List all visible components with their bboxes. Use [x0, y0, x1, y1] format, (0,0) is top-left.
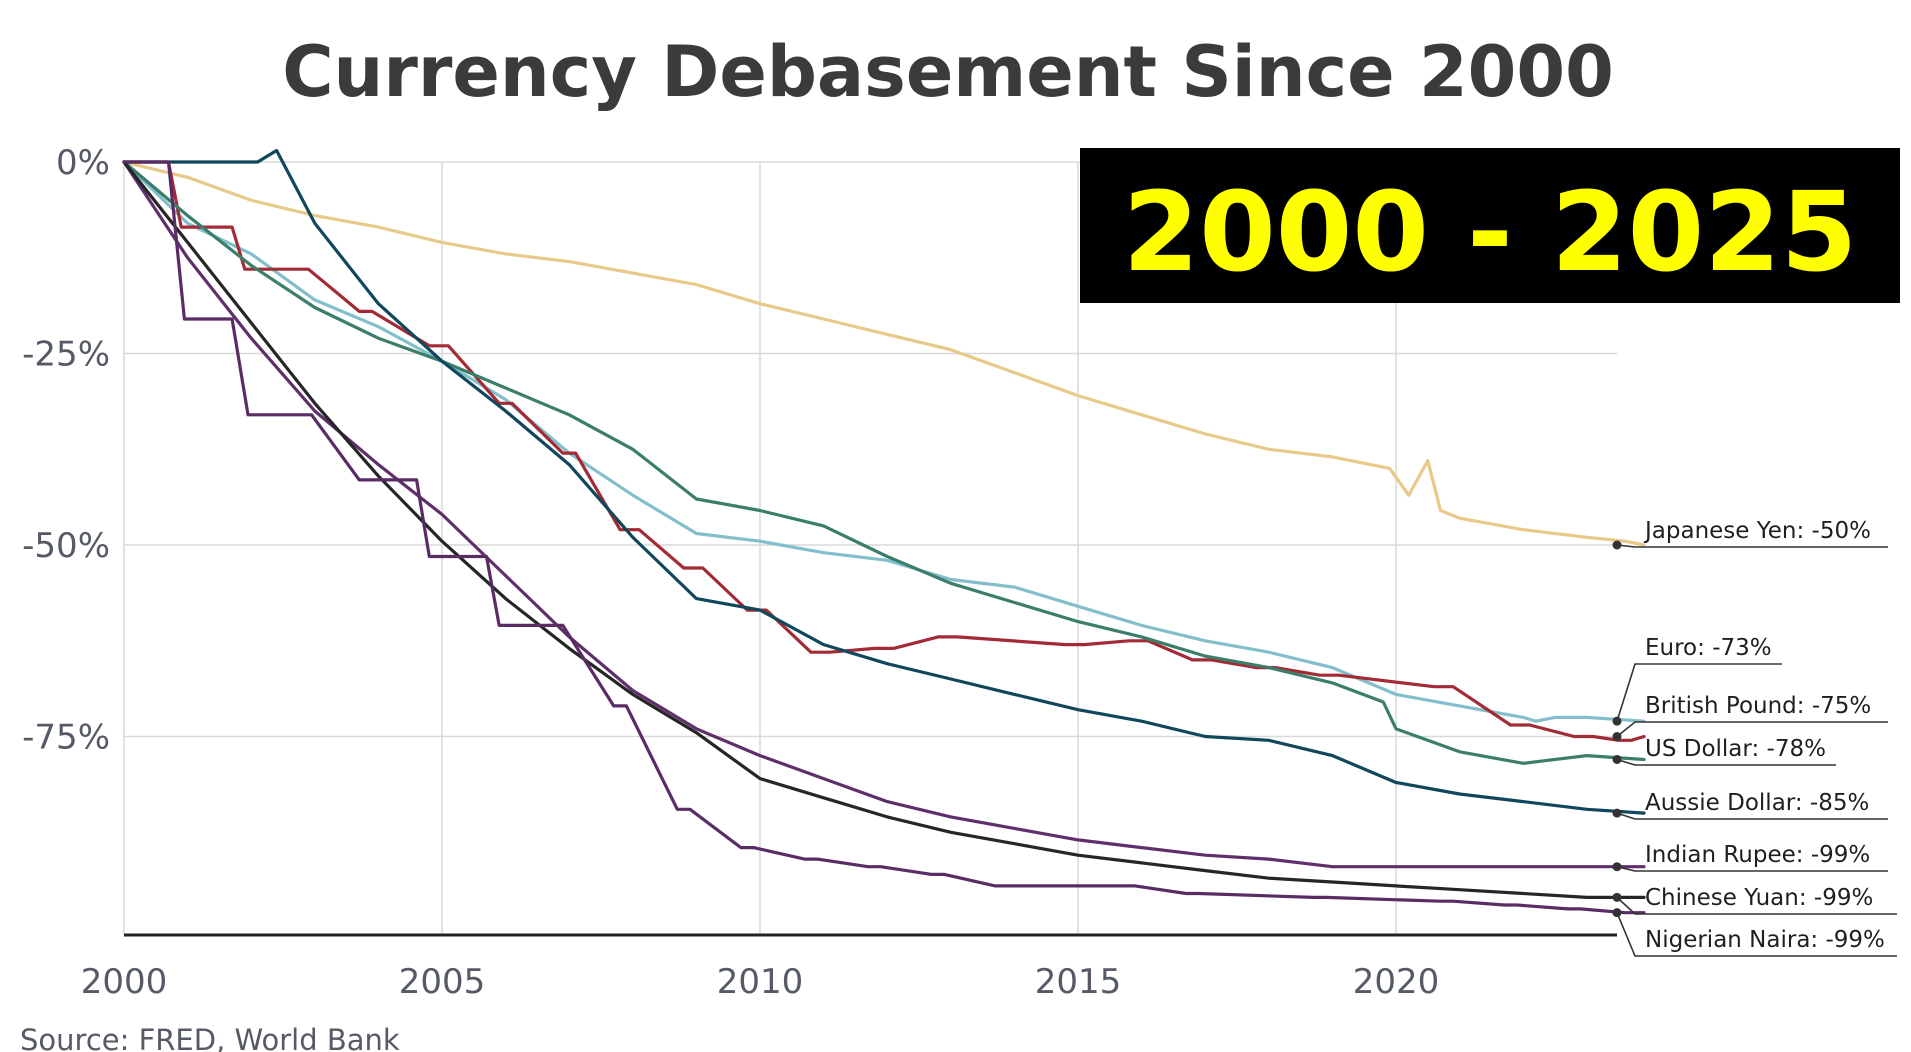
- series-leader-line-british-pound: [1616, 721, 1888, 738]
- series-leader-line-euro: [1616, 663, 1782, 722]
- x-tick-label: 2005: [399, 962, 486, 1002]
- series-line-euro: [122, 160, 1646, 723]
- series-line-us-dollar: [122, 160, 1646, 765]
- x-axis-tick-labels: 2000 2005 2010 2015 2020: [81, 962, 1440, 1002]
- series-label-euro: Euro: -73%: [1645, 635, 1772, 661]
- series-label-japanese-yen: Japanese Yen: -50%: [1643, 518, 1871, 544]
- x-tick-label: 2020: [1353, 962, 1440, 1002]
- x-tick-label: 2000: [81, 962, 168, 1002]
- series-label-chinese-yuan: Chinese Yuan: -99%: [1645, 885, 1873, 911]
- series-line-indian-rupee: [122, 160, 1646, 869]
- series-label-aussie-dollar: Aussie Dollar: -85%: [1645, 790, 1869, 816]
- year-range-banner: 2000 - 2025: [1080, 148, 1900, 303]
- series-line-chinese-yuan: [122, 160, 1646, 900]
- y-tick-label: -50%: [22, 526, 110, 566]
- series-leader-line-us-dollar: [1616, 758, 1836, 766]
- series-leader-line-nigerian-naira: [1616, 912, 1897, 957]
- series-leader-line-chinese-yuan: [1616, 896, 1897, 915]
- series-line-nigerian-naira: [122, 160, 1646, 915]
- banner-background: [1080, 148, 1900, 303]
- series-label-indian-rupee: Indian Rupee: -99%: [1645, 842, 1870, 868]
- series-end-labels: Japanese Yen: -50% Euro: -73% British Poun…: [1612, 518, 1897, 957]
- series-label-british-pound: British Pound: -75%: [1645, 693, 1871, 719]
- series-leader-line-indian-rupee: [1616, 865, 1888, 872]
- y-tick-label: -25%: [22, 335, 110, 375]
- y-tick-label: 0%: [56, 143, 110, 183]
- banner-text: 2000 - 2025: [1123, 168, 1858, 296]
- series-line-japanese-yen: [122, 160, 1646, 547]
- series-end-dot-us-dollar: [1612, 754, 1622, 764]
- series-end-dot-nigerian-naira: [1612, 908, 1622, 918]
- x-tick-label: 2015: [1035, 962, 1122, 1002]
- y-axis-tick-labels: 0% -25% -50% -75%: [22, 143, 110, 758]
- series-leader-line-japanese-yen: [1616, 544, 1888, 548]
- series-lines: [122, 148, 1646, 915]
- series-line-british-pound: [122, 160, 1646, 742]
- series-label-us-dollar: US Dollar: -78%: [1645, 736, 1826, 762]
- chart-title: Currency Debasement Since 2000: [282, 31, 1614, 113]
- source-note: Source: FRED, World Bank: [20, 1023, 400, 1052]
- series-leader-line-aussie-dollar: [1616, 812, 1888, 820]
- series-label-nigerian-naira: Nigerian Naira: -99%: [1645, 927, 1885, 953]
- series-line-aussie-dollar: [122, 148, 1646, 815]
- x-tick-label: 2010: [717, 962, 804, 1002]
- y-tick-label: -75%: [22, 718, 110, 758]
